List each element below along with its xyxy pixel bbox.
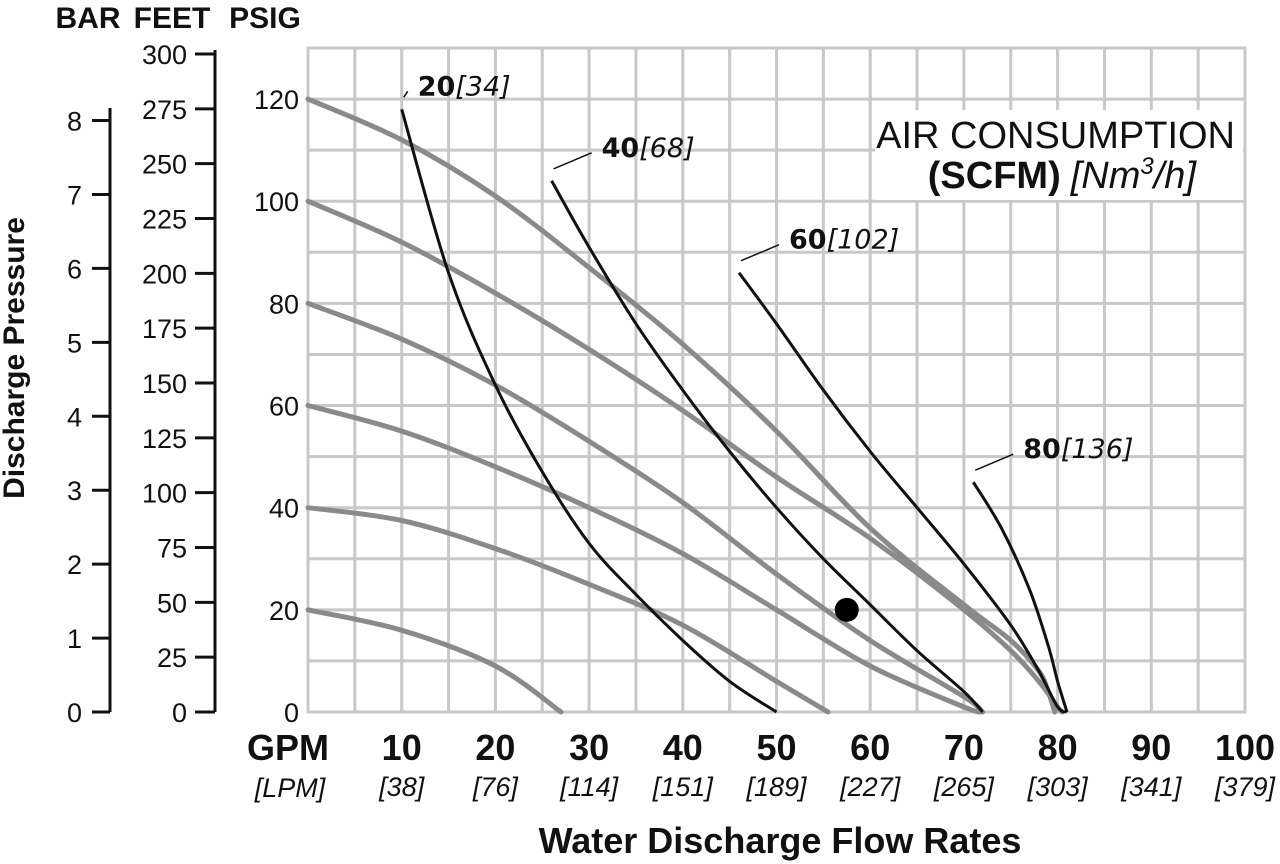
feet-tick-label: 50: [157, 588, 187, 618]
psig-tick-label: 60: [269, 392, 299, 422]
x-tick-label-gpm: 50: [756, 727, 796, 768]
x-tick-label-lpm: [303]: [1027, 772, 1090, 802]
x-tick-label-lpm: [227]: [839, 772, 902, 802]
legend-title: AIR CONSUMPTION: [876, 115, 1235, 157]
feet-tick-label: 250: [142, 150, 187, 180]
x-tick-label-gpm: 30: [569, 727, 609, 768]
x-axis-title: Water Discharge Flow Rates: [539, 820, 1022, 861]
air-line-label-nm3h: [102]: [827, 225, 900, 256]
feet-tick-label: 275: [142, 95, 187, 125]
air-line-label-scfm: 20: [418, 71, 456, 102]
psig-tick-label: 0: [284, 698, 299, 728]
bar-tick-label: 3: [67, 476, 82, 506]
feet-axis-ticks: 0 25 50 75 100 125 150 175 200 225 250 275 300: [142, 40, 215, 728]
x-tick-label-lpm: [265]: [933, 772, 996, 802]
air-label-leader: [740, 244, 780, 262]
operating-point-marker: [834, 597, 859, 622]
x-tick-label-gpm: 20: [475, 727, 515, 768]
legend-units-per-hour: /h]: [1151, 155, 1198, 197]
air-label-leader: [974, 453, 1014, 471]
legend-units: (SCFM) [Nm3/h]: [928, 153, 1198, 197]
air-line-label: 20[34]: [418, 71, 511, 102]
psig-tick-label: 80: [269, 289, 299, 319]
air-line-label: 40[68]: [602, 133, 695, 164]
bar-tick-label: 8: [67, 107, 82, 137]
pressure-curve-5: [305, 505, 831, 715]
x-tick-label-gpm: 70: [944, 727, 984, 768]
air-line-label: 60[102]: [789, 225, 899, 256]
air-label-leader: [553, 152, 592, 170]
feet-tick-label: 25: [157, 643, 187, 673]
psig-tick-label: 120: [254, 85, 299, 115]
x-tick-label-lpm: [379]: [1214, 772, 1277, 802]
pressure-curve-3: [305, 300, 986, 715]
air-line-40: [550, 180, 984, 714]
unit-header-psig: PSIG: [229, 2, 301, 35]
x-tick-label-gpm: 100: [1215, 727, 1275, 768]
psig-axis-ticks: 0 20 40 60 80 100 120: [254, 85, 299, 728]
feet-tick-label: 300: [142, 40, 187, 70]
pressure-curve-4: [305, 403, 986, 715]
bar-tick-label: 2: [67, 550, 82, 580]
x-tick-label-gpm: 90: [1131, 727, 1171, 768]
air-line-20: [400, 108, 778, 714]
x-unit-label-gpm: GPM: [247, 727, 329, 768]
x-tick-label-lpm: [38]: [378, 772, 426, 802]
psig-tick-label: 100: [254, 187, 299, 217]
bar-tick-label: 1: [67, 624, 82, 654]
bar-tick-label: 7: [67, 180, 82, 210]
bar-tick-label: 0: [67, 698, 82, 728]
bar-axis-ticks: 0 1 2 3 4 5 6 7 8: [67, 107, 110, 728]
pressure-curve-6: [305, 607, 564, 715]
x-tick-label-lpm: [114]: [559, 772, 620, 802]
psig-tick-label: 40: [269, 494, 299, 524]
air-consumption-labels: 20[34] 40[68] 60[102] 80[136]: [403, 71, 1133, 471]
feet-axis: 0 25 50 75 100 125 150 175 200 225 250 275 300: [142, 40, 217, 728]
legend-units-scfm: (SCFM): [928, 155, 1061, 197]
feet-tick-label: 75: [157, 534, 187, 564]
feet-tick-label: 225: [142, 205, 187, 235]
air-line-label-scfm: 80: [1023, 434, 1061, 465]
pressure-curve-2: [305, 198, 1065, 715]
feet-tick-label: 100: [142, 479, 187, 509]
x-tick-label-gpm: 10: [382, 727, 422, 768]
x-axis-ticks: 10 [38] 20 [76] 30 [114] 40 [151] 50 [189] 60 [227]…: [378, 727, 1276, 802]
unit-header-bar: BAR: [56, 2, 121, 35]
air-line-label-nm3h: [34]: [455, 71, 510, 102]
air-line-label-nm3h: [68]: [639, 133, 694, 164]
x-tick-label-lpm: [189]: [745, 772, 808, 802]
bar-tick-label: 6: [67, 254, 82, 284]
x-tick-label-lpm: [151]: [652, 772, 715, 802]
bar-tick-label: 5: [67, 328, 82, 358]
y-axis-title: Discharge Pressure: [0, 217, 31, 499]
feet-tick-label: 150: [142, 369, 187, 399]
air-consumption-lines: [400, 108, 1069, 714]
unit-header-feet: FEET: [134, 2, 211, 35]
feet-tick-label: 125: [142, 424, 187, 454]
feet-tick-label: 0: [172, 698, 187, 728]
air-label-leader: [403, 90, 409, 98]
bar-axis: 0 1 2 3 4 5 6 7 8: [67, 107, 112, 728]
feet-tick-label: 200: [142, 259, 187, 289]
bar-tick-label: 4: [67, 402, 82, 432]
air-line-80: [972, 481, 1069, 713]
x-tick-label-lpm: [76]: [472, 772, 520, 802]
air-line-label: 80[136]: [1023, 434, 1133, 465]
legend-units-nm: [Nm: [1070, 155, 1141, 197]
x-tick-label-gpm: 60: [850, 727, 890, 768]
air-line-label-scfm: 40: [602, 133, 640, 164]
x-tick-label-gpm: 80: [1038, 727, 1078, 768]
air-line-60: [737, 271, 1068, 714]
x-tick-label-lpm: [341]: [1120, 772, 1183, 802]
x-unit-label-lpm: [LPM]: [254, 773, 327, 803]
air-line-label-scfm: 60: [789, 225, 827, 256]
x-tick-label-gpm: 40: [663, 727, 703, 768]
legend-background: [875, 110, 1243, 200]
air-line-label-nm3h: [136]: [1061, 434, 1134, 465]
psig-tick-label: 20: [269, 596, 299, 626]
feet-tick-label: 175: [142, 314, 187, 344]
legend-units-sup: 3: [1140, 153, 1154, 180]
